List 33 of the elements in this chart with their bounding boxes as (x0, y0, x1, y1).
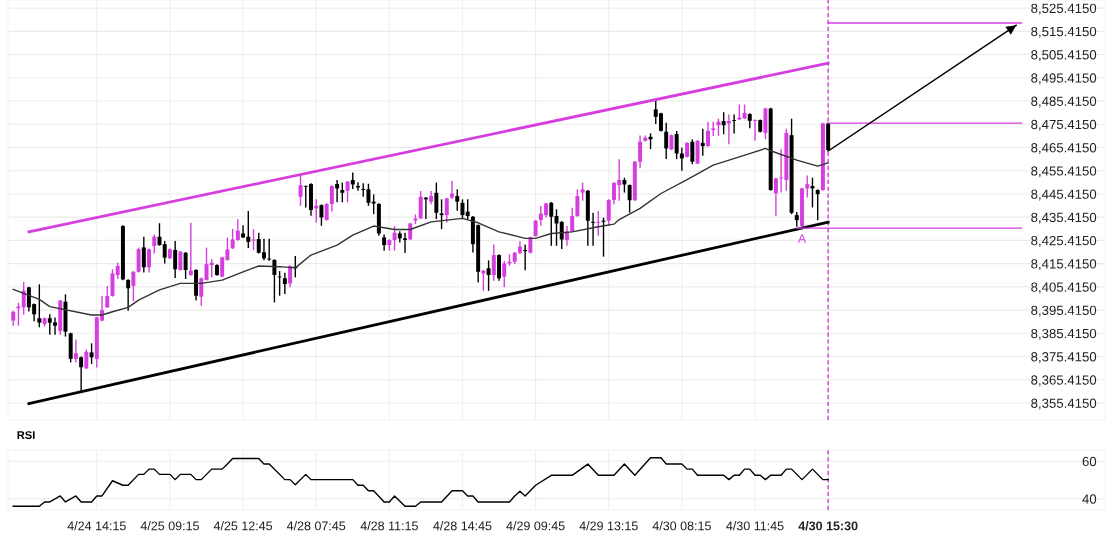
y-tick-label: 60 (1082, 456, 1097, 467)
y-tick-label: 8,355.4150 (1031, 398, 1097, 410)
y-tick-label: 8,435.4150 (1031, 212, 1097, 224)
x-tick-label: 4/24 14:15 (67, 521, 126, 531)
y-tick-label: 8,395.4150 (1031, 305, 1097, 317)
y-tick-label: 8,425.4150 (1031, 235, 1097, 247)
y-tick-label: 8,505.4150 (1031, 50, 1097, 62)
y-tick-label: 8,365.4150 (1031, 375, 1097, 387)
x-tick-label: 4/29 13:15 (579, 521, 638, 531)
y-tick-label: 8,445.4150 (1031, 189, 1097, 201)
y-tick-label: 8,415.4150 (1031, 259, 1097, 271)
x-tick-label: 4/28 07:45 (286, 521, 346, 531)
y-tick-label: 8,465.4150 (1031, 143, 1097, 154)
y-tick-label: 8,375.4150 (1031, 352, 1097, 364)
x-tick-label: 4/30 15:30 (798, 521, 858, 531)
y-tick-label: 8,455.4150 (1031, 166, 1097, 178)
x-tick-label: 4/25 09:15 (140, 521, 199, 531)
chart-title: RSI (17, 431, 35, 439)
x-tick-label: 4/29 09:45 (506, 521, 565, 531)
y-tick-label: 8,495.4150 (1031, 73, 1097, 85)
y-tick-label: 8,405.4150 (1031, 282, 1097, 294)
x-tick-label: 4/30 08:15 (652, 521, 711, 531)
y-tick-label: 8,485.4150 (1031, 96, 1097, 108)
x-tick-label: 4/28 11:15 (360, 521, 418, 531)
x-tick-label: 4/28 14:45 (433, 521, 492, 531)
x-tick-label: 4/30 11:45 (726, 521, 784, 531)
y-tick-label: 40 (1082, 494, 1097, 504)
y-tick-label: 8,515.4150 (1031, 26, 1097, 38)
annotation: A (797, 234, 807, 243)
y-tick-label: 8,385.4150 (1031, 328, 1097, 340)
y-tick-label: 8,475.4150 (1031, 119, 1097, 131)
x-tick-label: 4/25 12:45 (213, 521, 273, 531)
y-tick-label: 8,525.4150 (1031, 3, 1097, 15)
